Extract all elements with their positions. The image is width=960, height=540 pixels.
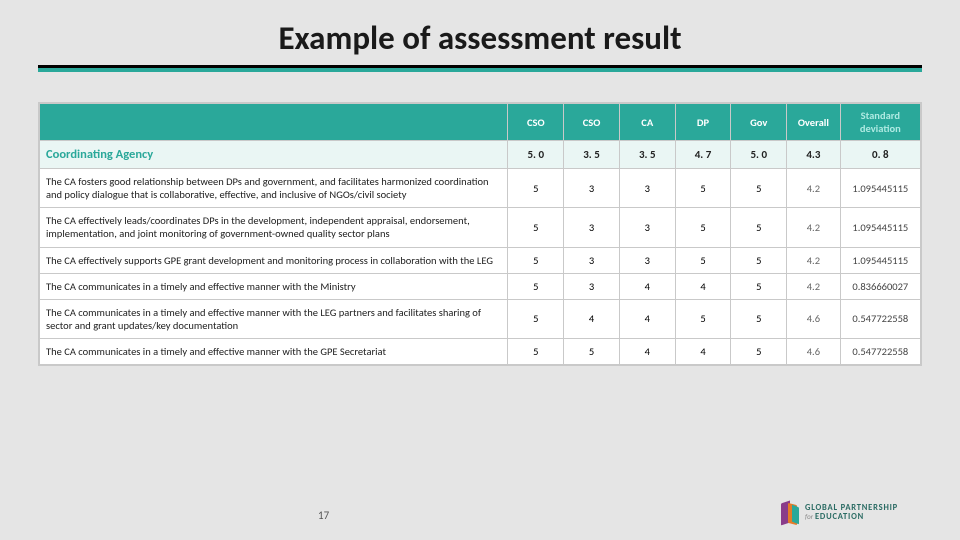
row-overall: 4.2: [787, 247, 841, 273]
row-stddev: 1.095445115: [840, 169, 920, 208]
row-ca: 3: [619, 208, 675, 247]
row-stddev: 0.547722558: [840, 299, 920, 338]
row-ca: 3: [619, 247, 675, 273]
row-overall: 4.2: [787, 169, 841, 208]
table-row: The CA effectively supports GPE grant de…: [40, 247, 921, 273]
row-cso1: 5: [508, 299, 564, 338]
row-gov: 5: [731, 169, 787, 208]
row-dp: 5: [675, 208, 731, 247]
row-gov: 5: [731, 339, 787, 365]
section-cso1: 5. 0: [508, 141, 564, 169]
row-desc: The CA effectively leads/coordinates DPs…: [40, 208, 508, 247]
slide: Example of assessment result CSO CSO CA …: [0, 0, 960, 540]
row-ca: 4: [619, 299, 675, 338]
row-dp: 4: [675, 339, 731, 365]
row-gov: 5: [731, 273, 787, 299]
row-overall: 4.2: [787, 208, 841, 247]
section-ca: 3. 5: [619, 141, 675, 169]
section-gov: 5. 0: [731, 141, 787, 169]
row-cso1: 5: [508, 273, 564, 299]
gpe-logo: GLOBAL PARTNERSHIP for EDUCATION: [781, 502, 898, 524]
row-gov: 5: [731, 247, 787, 273]
col-cso2: CSO: [564, 104, 620, 141]
row-cso2: 5: [564, 339, 620, 365]
row-desc: The CA communicates in a timely and effe…: [40, 339, 508, 365]
row-stddev: 1.095445115: [840, 247, 920, 273]
logo-line3: EDUCATION: [815, 512, 864, 522]
col-desc: [40, 104, 508, 141]
section-stddev: 0. 8: [840, 141, 920, 169]
row-dp: 5: [675, 169, 731, 208]
row-desc: The CA communicates in a timely and effe…: [40, 299, 508, 338]
row-ca: 4: [619, 339, 675, 365]
row-gov: 5: [731, 208, 787, 247]
row-desc: The CA effectively supports GPE grant de…: [40, 247, 508, 273]
row-overall: 4.6: [787, 339, 841, 365]
table-row: The CA communicates in a timely and effe…: [40, 339, 921, 365]
row-stddev: 0.547722558: [840, 339, 920, 365]
row-gov: 5: [731, 299, 787, 338]
section-label: Coordinating Agency: [40, 141, 508, 169]
section-row: Coordinating Agency 5. 0 3. 5 3. 5 4. 7 …: [40, 141, 921, 169]
table-row: The CA communicates in a timely and effe…: [40, 299, 921, 338]
col-gov: Gov: [731, 104, 787, 141]
logo-line2: for: [805, 512, 813, 521]
assessment-table: CSO CSO CA DP Gov Overall Standard devia…: [39, 103, 921, 365]
table-row: The CA effectively leads/coordinates DPs…: [40, 208, 921, 247]
table-header: CSO CSO CA DP Gov Overall Standard devia…: [40, 104, 921, 141]
row-cso1: 5: [508, 247, 564, 273]
col-dp: DP: [675, 104, 731, 141]
row-cso2: 4: [564, 299, 620, 338]
row-ca: 3: [619, 169, 675, 208]
col-overall: Overall: [787, 104, 841, 141]
row-desc: The CA fosters good relationship between…: [40, 169, 508, 208]
row-cso2: 3: [564, 169, 620, 208]
row-overall: 4.6: [787, 299, 841, 338]
row-dp: 5: [675, 247, 731, 273]
col-stddev: Standard deviation: [840, 104, 920, 141]
assessment-table-wrap: CSO CSO CA DP Gov Overall Standard devia…: [38, 102, 922, 366]
row-dp: 4: [675, 273, 731, 299]
section-dp: 4. 7: [675, 141, 731, 169]
page-title: Example of assessment result: [0, 18, 960, 58]
table-row: The CA fosters good relationship between…: [40, 169, 921, 208]
row-stddev: 0.836660027: [840, 273, 920, 299]
title-rule-teal: [38, 68, 922, 72]
row-dp: 5: [675, 299, 731, 338]
gpe-logo-text: GLOBAL PARTNERSHIP for EDUCATION: [805, 504, 898, 522]
gpe-logo-icon: [781, 502, 799, 524]
row-ca: 4: [619, 273, 675, 299]
row-cso2: 3: [564, 247, 620, 273]
row-cso2: 3: [564, 208, 620, 247]
section-cso2: 3. 5: [564, 141, 620, 169]
section-overall: 4.3: [787, 141, 841, 169]
page-number: 17: [318, 509, 329, 522]
title-wrap: Example of assessment result: [0, 18, 960, 58]
col-ca: CA: [619, 104, 675, 141]
row-overall: 4.2: [787, 273, 841, 299]
row-cso1: 5: [508, 339, 564, 365]
row-stddev: 1.095445115: [840, 208, 920, 247]
row-cso1: 5: [508, 208, 564, 247]
col-cso1: CSO: [508, 104, 564, 141]
row-cso1: 5: [508, 169, 564, 208]
row-cso2: 3: [564, 273, 620, 299]
table-row: The CA communicates in a timely and effe…: [40, 273, 921, 299]
row-desc: The CA communicates in a timely and effe…: [40, 273, 508, 299]
